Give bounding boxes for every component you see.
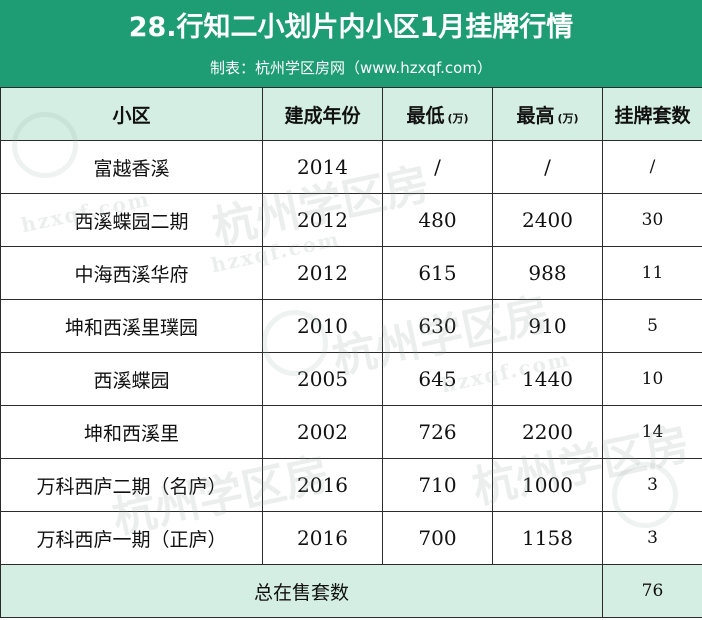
- cell-community: 坤和西溪里璞园: [0, 299, 263, 353]
- cell-community: 中海西溪华府: [0, 246, 263, 300]
- cell-max: /: [492, 140, 603, 194]
- col-header-max: 最高 (万): [492, 87, 603, 141]
- table-row: 中海西溪华府 2012 615 988 11: [0, 246, 702, 300]
- cell-community: 万科西庐二期（名庐）: [0, 458, 263, 512]
- col-header-min: 最低 (万): [382, 87, 493, 141]
- listing-table: 小区 建成年份 最低 (万) 最高 (万) 挂牌套数 富越香溪 2014 / / /…: [0, 87, 702, 618]
- cell-year: 2012: [262, 246, 383, 300]
- col-header-community: 小区: [0, 87, 263, 141]
- cell-min: 645: [382, 352, 493, 406]
- cell-max: 1158: [492, 511, 603, 565]
- cell-max: 910: [492, 299, 603, 353]
- col-header-max-label: 最高: [516, 104, 555, 127]
- cell-min: 710: [382, 458, 493, 512]
- cell-community: 坤和西溪里: [0, 405, 263, 459]
- cell-count: 5: [602, 299, 702, 353]
- cell-year: 2016: [262, 511, 383, 565]
- cell-count: 30: [602, 193, 702, 247]
- cell-community: 西溪蝶园: [0, 352, 263, 406]
- table-row: 坤和西溪里 2002 726 2200 14: [0, 405, 702, 459]
- col-header-year: 建成年份: [262, 87, 383, 141]
- cell-community: 西溪蝶园二期: [0, 193, 263, 247]
- col-header-count: 挂牌套数: [602, 87, 702, 141]
- cell-min: 630: [382, 299, 493, 353]
- cell-community: 富越香溪: [0, 140, 263, 194]
- table-row: 坤和西溪里璞园 2010 630 910 5: [0, 299, 702, 353]
- cell-community: 万科西庐一期（正庐）: [0, 511, 263, 565]
- cell-year: 2014: [262, 140, 383, 194]
- col-header-max-unit: (万): [557, 111, 579, 125]
- cell-min: 700: [382, 511, 493, 565]
- total-count: 76: [602, 564, 702, 618]
- table-row: 万科西庐一期（正庐） 2016 700 1158 3: [0, 511, 702, 565]
- table-row: 万科西庐二期（名庐） 2016 710 1000 3: [0, 458, 702, 512]
- cell-count: 14: [602, 405, 702, 459]
- cell-count: 10: [602, 352, 702, 406]
- page-subtitle: 制表：杭州学区房网（www.hzxqf.com）: [210, 59, 492, 77]
- table-row: 西溪蝶园二期 2012 480 2400 30: [0, 193, 702, 247]
- cell-count: /: [602, 140, 702, 194]
- table-row: 西溪蝶园 2005 645 1440 10: [0, 352, 702, 406]
- table-row: 富越香溪 2014 / / /: [0, 140, 702, 194]
- page-title: 28.行知二小划片内小区1月挂牌行情: [128, 12, 574, 43]
- col-header-min-unit: (万): [447, 111, 469, 125]
- cell-min: 615: [382, 246, 493, 300]
- cell-max: 988: [492, 246, 603, 300]
- cell-year: 2016: [262, 458, 383, 512]
- cell-min: /: [382, 140, 493, 194]
- cell-max: 1000: [492, 458, 603, 512]
- cell-max: 2200: [492, 405, 603, 459]
- cell-count: 3: [602, 511, 702, 565]
- total-label: 总在售套数: [0, 564, 603, 618]
- cell-year: 2002: [262, 405, 383, 459]
- cell-year: 2005: [262, 352, 383, 406]
- total-row: 总在售套数 76: [0, 564, 702, 618]
- table-header-row: 小区 建成年份 最低 (万) 最高 (万) 挂牌套数: [0, 87, 702, 141]
- cell-max: 2400: [492, 193, 603, 247]
- title-banner: 28.行知二小划片内小区1月挂牌行情 制表：杭州学区房网（www.hzxqf.c…: [0, 0, 702, 87]
- cell-min: 726: [382, 405, 493, 459]
- col-header-min-label: 最低: [406, 104, 445, 127]
- cell-count: 3: [602, 458, 702, 512]
- cell-year: 2012: [262, 193, 383, 247]
- cell-year: 2010: [262, 299, 383, 353]
- cell-count: 11: [602, 246, 702, 300]
- cell-min: 480: [382, 193, 493, 247]
- cell-max: 1440: [492, 352, 603, 406]
